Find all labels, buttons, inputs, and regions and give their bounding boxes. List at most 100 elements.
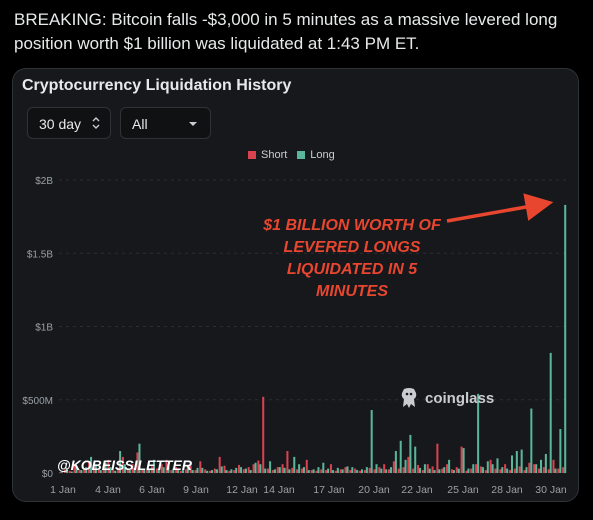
bar-long[interactable] [510,455,514,473]
bar-long[interactable] [564,204,567,473]
bar-short[interactable] [417,464,420,473]
bar-short[interactable] [271,470,274,473]
bar-short[interactable] [184,469,187,473]
bar-short[interactable] [358,470,361,473]
bar-long[interactable] [554,468,557,473]
bar-short[interactable] [533,464,536,473]
bar-short[interactable] [117,467,120,473]
bar-long[interactable] [414,446,417,473]
bar-short[interactable] [92,467,95,473]
bar-long[interactable] [356,470,359,473]
bar-short[interactable] [213,468,216,473]
bar-short[interactable] [368,467,371,473]
bar-short[interactable] [470,468,473,473]
bar-short[interactable] [252,464,255,473]
bar-long[interactable] [152,459,155,473]
bar-long[interactable] [448,459,451,473]
bar-short[interactable] [494,468,497,473]
bar-short[interactable] [238,464,241,473]
bar-short[interactable] [242,469,245,473]
bar-long[interactable] [162,467,165,473]
bar-long[interactable] [269,461,272,473]
bar-long[interactable] [360,469,364,473]
bar-short[interactable] [88,461,91,473]
bar-short[interactable] [325,470,328,473]
bar-short[interactable] [421,470,424,473]
bar-long[interactable] [90,456,93,473]
bar-short[interactable] [218,456,221,473]
bar-long[interactable] [423,464,426,473]
bar-long[interactable] [404,459,407,473]
bar-short[interactable] [562,467,565,473]
bar-short[interactable] [320,469,323,473]
bar-long[interactable] [181,470,185,473]
bar-long[interactable] [438,469,441,473]
bar-short[interactable] [59,472,62,473]
bar-long[interactable] [346,466,349,473]
bar-short[interactable] [194,470,197,473]
bar-long[interactable] [559,429,562,473]
bar-long[interactable] [409,434,412,473]
bar-short[interactable] [383,464,386,473]
bar-long[interactable] [157,468,160,473]
bar-short[interactable] [499,469,502,473]
bar-short[interactable] [155,468,158,473]
bar-long[interactable] [104,462,107,473]
bar-short[interactable] [141,468,144,473]
bar-long[interactable] [186,465,189,473]
range-select[interactable]: 30 day [27,107,111,139]
bar-long[interactable] [433,470,436,473]
bar-long[interactable] [273,469,276,473]
bar-short[interactable] [523,470,526,473]
bar-long[interactable] [249,470,252,473]
bar-long[interactable] [506,468,509,473]
bar-long[interactable] [302,467,305,473]
bar-short[interactable] [513,468,516,473]
bar-short[interactable] [349,470,352,473]
bar-long[interactable] [119,451,122,473]
bar-long[interactable] [515,451,518,473]
bar-short[interactable] [247,467,250,473]
bar-long[interactable] [472,464,475,473]
bar-short[interactable] [228,470,231,473]
bar-short[interactable] [557,468,560,473]
bar-long[interactable] [380,468,383,473]
bar-long[interactable] [225,470,228,473]
bar-long[interactable] [428,468,431,473]
bar-short[interactable] [431,466,434,473]
bar-long[interactable] [375,464,378,473]
bar-short[interactable] [537,468,541,473]
bar-short[interactable] [296,469,299,473]
bar-short[interactable] [267,468,270,473]
bar-short[interactable] [291,467,294,473]
bar-short[interactable] [286,451,289,473]
bar-short[interactable] [552,459,555,473]
bar-long[interactable] [240,467,243,473]
bar-long[interactable] [109,467,112,473]
bar-short[interactable] [107,459,110,473]
bar-short[interactable] [310,470,313,473]
bar-long[interactable] [283,467,286,473]
bar-short[interactable] [281,464,284,473]
bar-short[interactable] [339,469,342,473]
bar-long[interactable] [462,448,465,473]
bar-short[interactable] [78,470,81,473]
bar-short[interactable] [257,460,260,473]
bar-long[interactable] [520,449,523,473]
bar-short[interactable] [426,464,429,473]
bar-short[interactable] [112,470,115,473]
bar-long[interactable] [80,470,83,473]
bar-short[interactable] [276,467,279,473]
bar-long[interactable] [211,470,214,473]
bar-short[interactable] [136,452,139,473]
bar-long[interactable] [419,467,422,473]
bar-long[interactable] [244,468,247,473]
bar-short[interactable] [165,459,168,473]
bar-short[interactable] [489,459,492,473]
bar-long[interactable] [394,451,397,473]
bar-long[interactable] [501,467,504,473]
type-select[interactable]: All [120,107,211,139]
bar-short[interactable] [199,461,202,473]
bar-short[interactable] [387,469,391,473]
bar-long[interactable] [312,469,315,473]
